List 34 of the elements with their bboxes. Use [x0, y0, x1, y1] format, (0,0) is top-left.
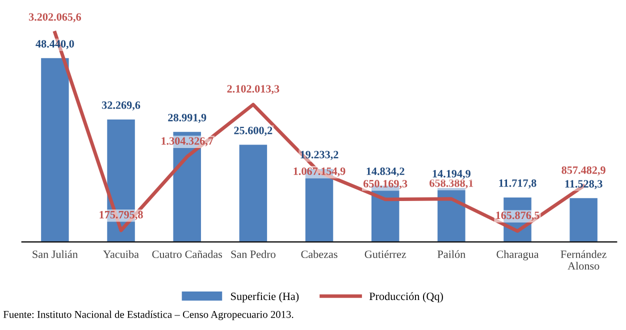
x-tick-label: Yacuiba: [103, 250, 139, 258]
data-label: 14.194,9: [432, 170, 470, 180]
data-label: 11.717,8: [499, 179, 536, 188]
data-label: 3.202.065,6: [28, 13, 82, 22]
x-tick-label: Cabezas: [301, 250, 338, 258]
x-tick-label: Pailón: [438, 250, 466, 258]
legend-label: Superficie (Ha): [231, 292, 299, 302]
x-tick-label: Fernández Alonso: [560, 250, 606, 270]
data-label: 19.233,2: [300, 150, 338, 160]
data-label: 1.067.154,9: [294, 167, 346, 177]
data-label: 857.482,9: [562, 166, 606, 176]
data-label: 28.991,9: [168, 114, 206, 123]
data-label: 2.102.013,3: [227, 85, 280, 94]
bar: [438, 188, 466, 242]
bar: [41, 58, 69, 242]
source-note: Fuente: Instituto Nacional de Estadística – Censo Agropecuario 2013.: [3, 310, 294, 320]
x-tick-label: Cuatro Cañadas: [152, 250, 222, 258]
x-tick-label: Charagua: [496, 250, 539, 260]
x-tick-label: San Julián: [32, 250, 78, 258]
x-tick-label: San Pedro: [231, 250, 276, 258]
data-label: 25.600,2: [234, 126, 272, 136]
bar: [570, 198, 598, 242]
data-label: 165.876,5: [496, 212, 540, 221]
data-label: 14.834,2: [366, 168, 404, 177]
data-label: 658.388,1: [430, 179, 474, 189]
legend-label: Producción (Qq): [369, 292, 443, 302]
data-label: 1.304.326,7: [162, 137, 214, 146]
data-label: 48.440,0: [36, 40, 74, 50]
data-label: 11.528,3: [565, 180, 602, 190]
data-label: 32.269,6: [102, 101, 140, 111]
x-tick-label: Gutiérrez: [364, 250, 406, 258]
data-label: 650.169,3: [363, 180, 408, 190]
bar: [239, 144, 268, 242]
data-label: 175.795,8: [100, 210, 143, 220]
